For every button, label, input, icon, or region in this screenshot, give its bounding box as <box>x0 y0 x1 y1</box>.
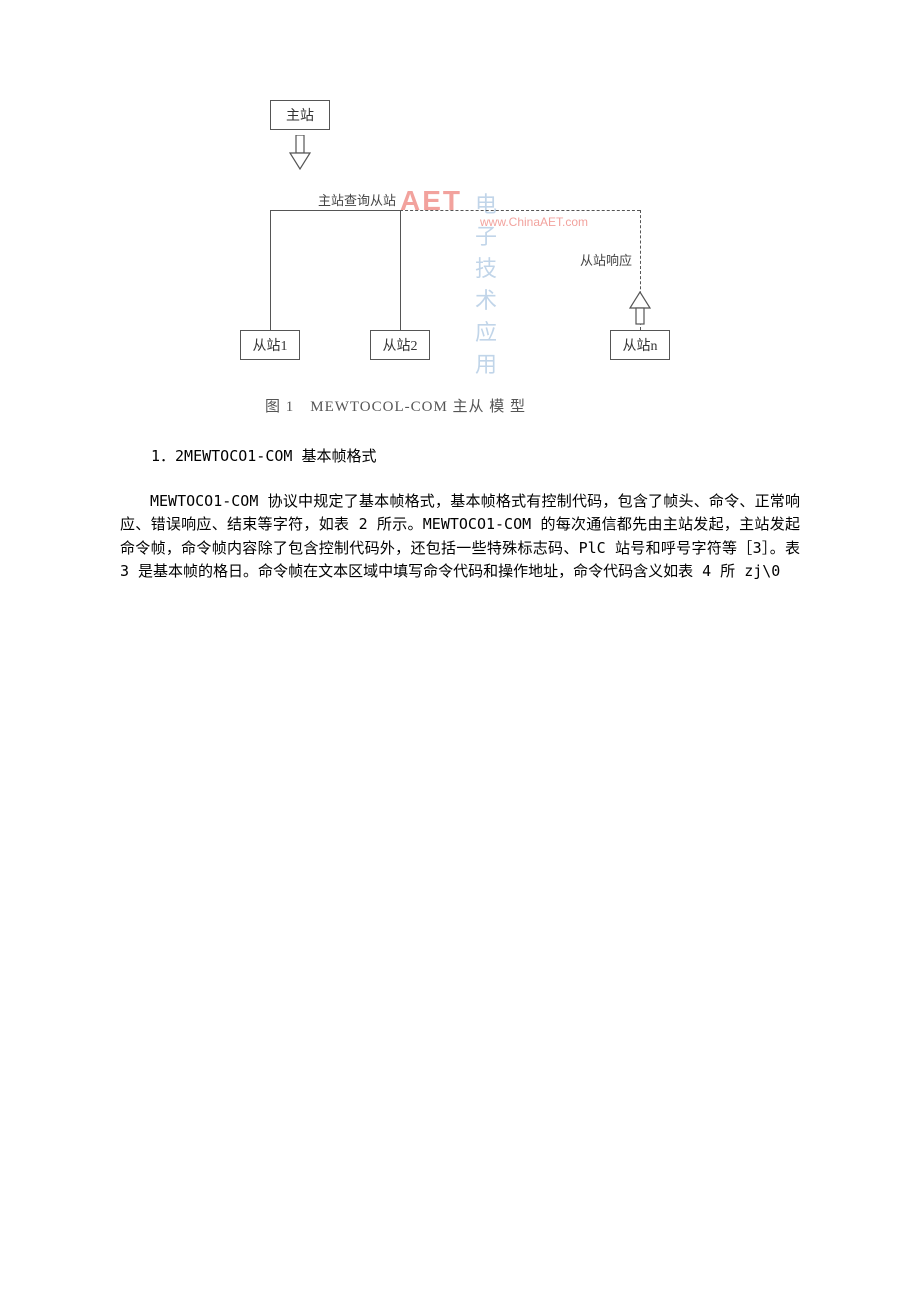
down-arrow-icon <box>288 135 312 176</box>
node-slaven: 从站n <box>610 330 670 360</box>
watermark-url-text: www.ChinaAET.com <box>480 215 588 229</box>
section-heading: 1．2MEWTOCO1-COM 基本帧格式 <box>151 445 376 466</box>
node-master-label: 主站 <box>286 105 314 125</box>
node-slave2-label: 从站2 <box>383 335 418 355</box>
label-query: 主站查询从站 <box>318 190 396 209</box>
watermark-aet-text: AET <box>400 185 462 216</box>
edge-horizontal-dashed <box>400 210 640 211</box>
node-master: 主站 <box>270 100 330 130</box>
figure-caption: 图 1 MEWTOCOL-COM 主从 模 型 <box>265 395 526 416</box>
body-paragraph: MEWTOCO1-COM 协议中规定了基本帧格式，基本帧格式有控制代码，包含了帧… <box>120 490 800 583</box>
label-response: 从站响应 <box>580 250 632 269</box>
node-slave1: 从站1 <box>240 330 300 360</box>
node-slaven-label: 从站n <box>623 335 658 355</box>
node-slave1-label: 从站1 <box>253 335 288 355</box>
node-slave2: 从站2 <box>370 330 430 360</box>
edge-master-slave1-v <box>270 210 271 330</box>
edge-master-slave2-v <box>400 210 401 330</box>
up-arrow-icon <box>628 290 652 331</box>
mewtocol-diagram: 主站 AET 电子技术应用 www.ChinaAET.com 主站查询从站 从站… <box>240 100 690 380</box>
edge-horizontal-solid <box>270 210 400 211</box>
watermark: AET 电子技术应用 www.ChinaAET.com <box>400 185 462 217</box>
watermark-cn-text: 电子技术应用 <box>475 187 500 379</box>
